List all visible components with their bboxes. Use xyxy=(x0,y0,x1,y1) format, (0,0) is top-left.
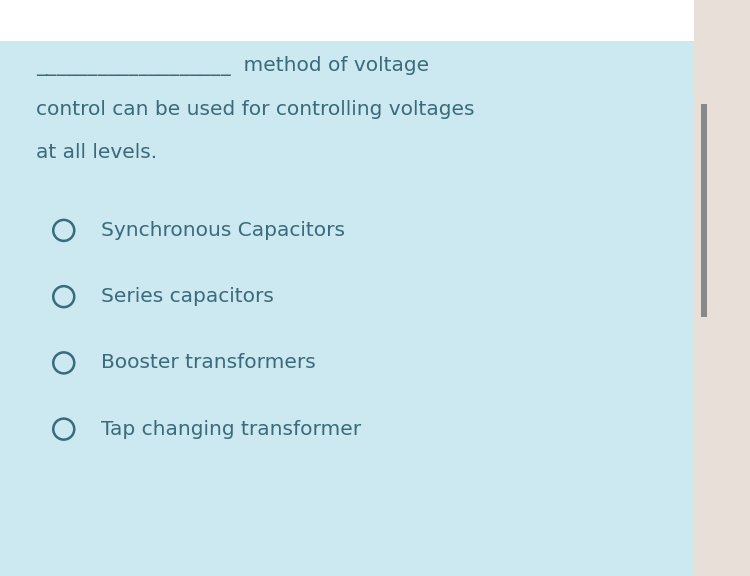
Text: Booster transformers: Booster transformers xyxy=(101,354,316,372)
FancyBboxPatch shape xyxy=(694,0,750,576)
Text: Series capacitors: Series capacitors xyxy=(101,287,274,306)
FancyBboxPatch shape xyxy=(0,0,694,41)
Text: Synchronous Capacitors: Synchronous Capacitors xyxy=(101,221,345,240)
Text: ___________________  method of voltage: ___________________ method of voltage xyxy=(36,56,429,76)
Text: control can be used for controlling voltages: control can be used for controlling volt… xyxy=(36,100,475,119)
FancyBboxPatch shape xyxy=(701,104,707,317)
Text: at all levels.: at all levels. xyxy=(36,143,158,162)
Text: Tap changing transformer: Tap changing transformer xyxy=(101,420,362,438)
